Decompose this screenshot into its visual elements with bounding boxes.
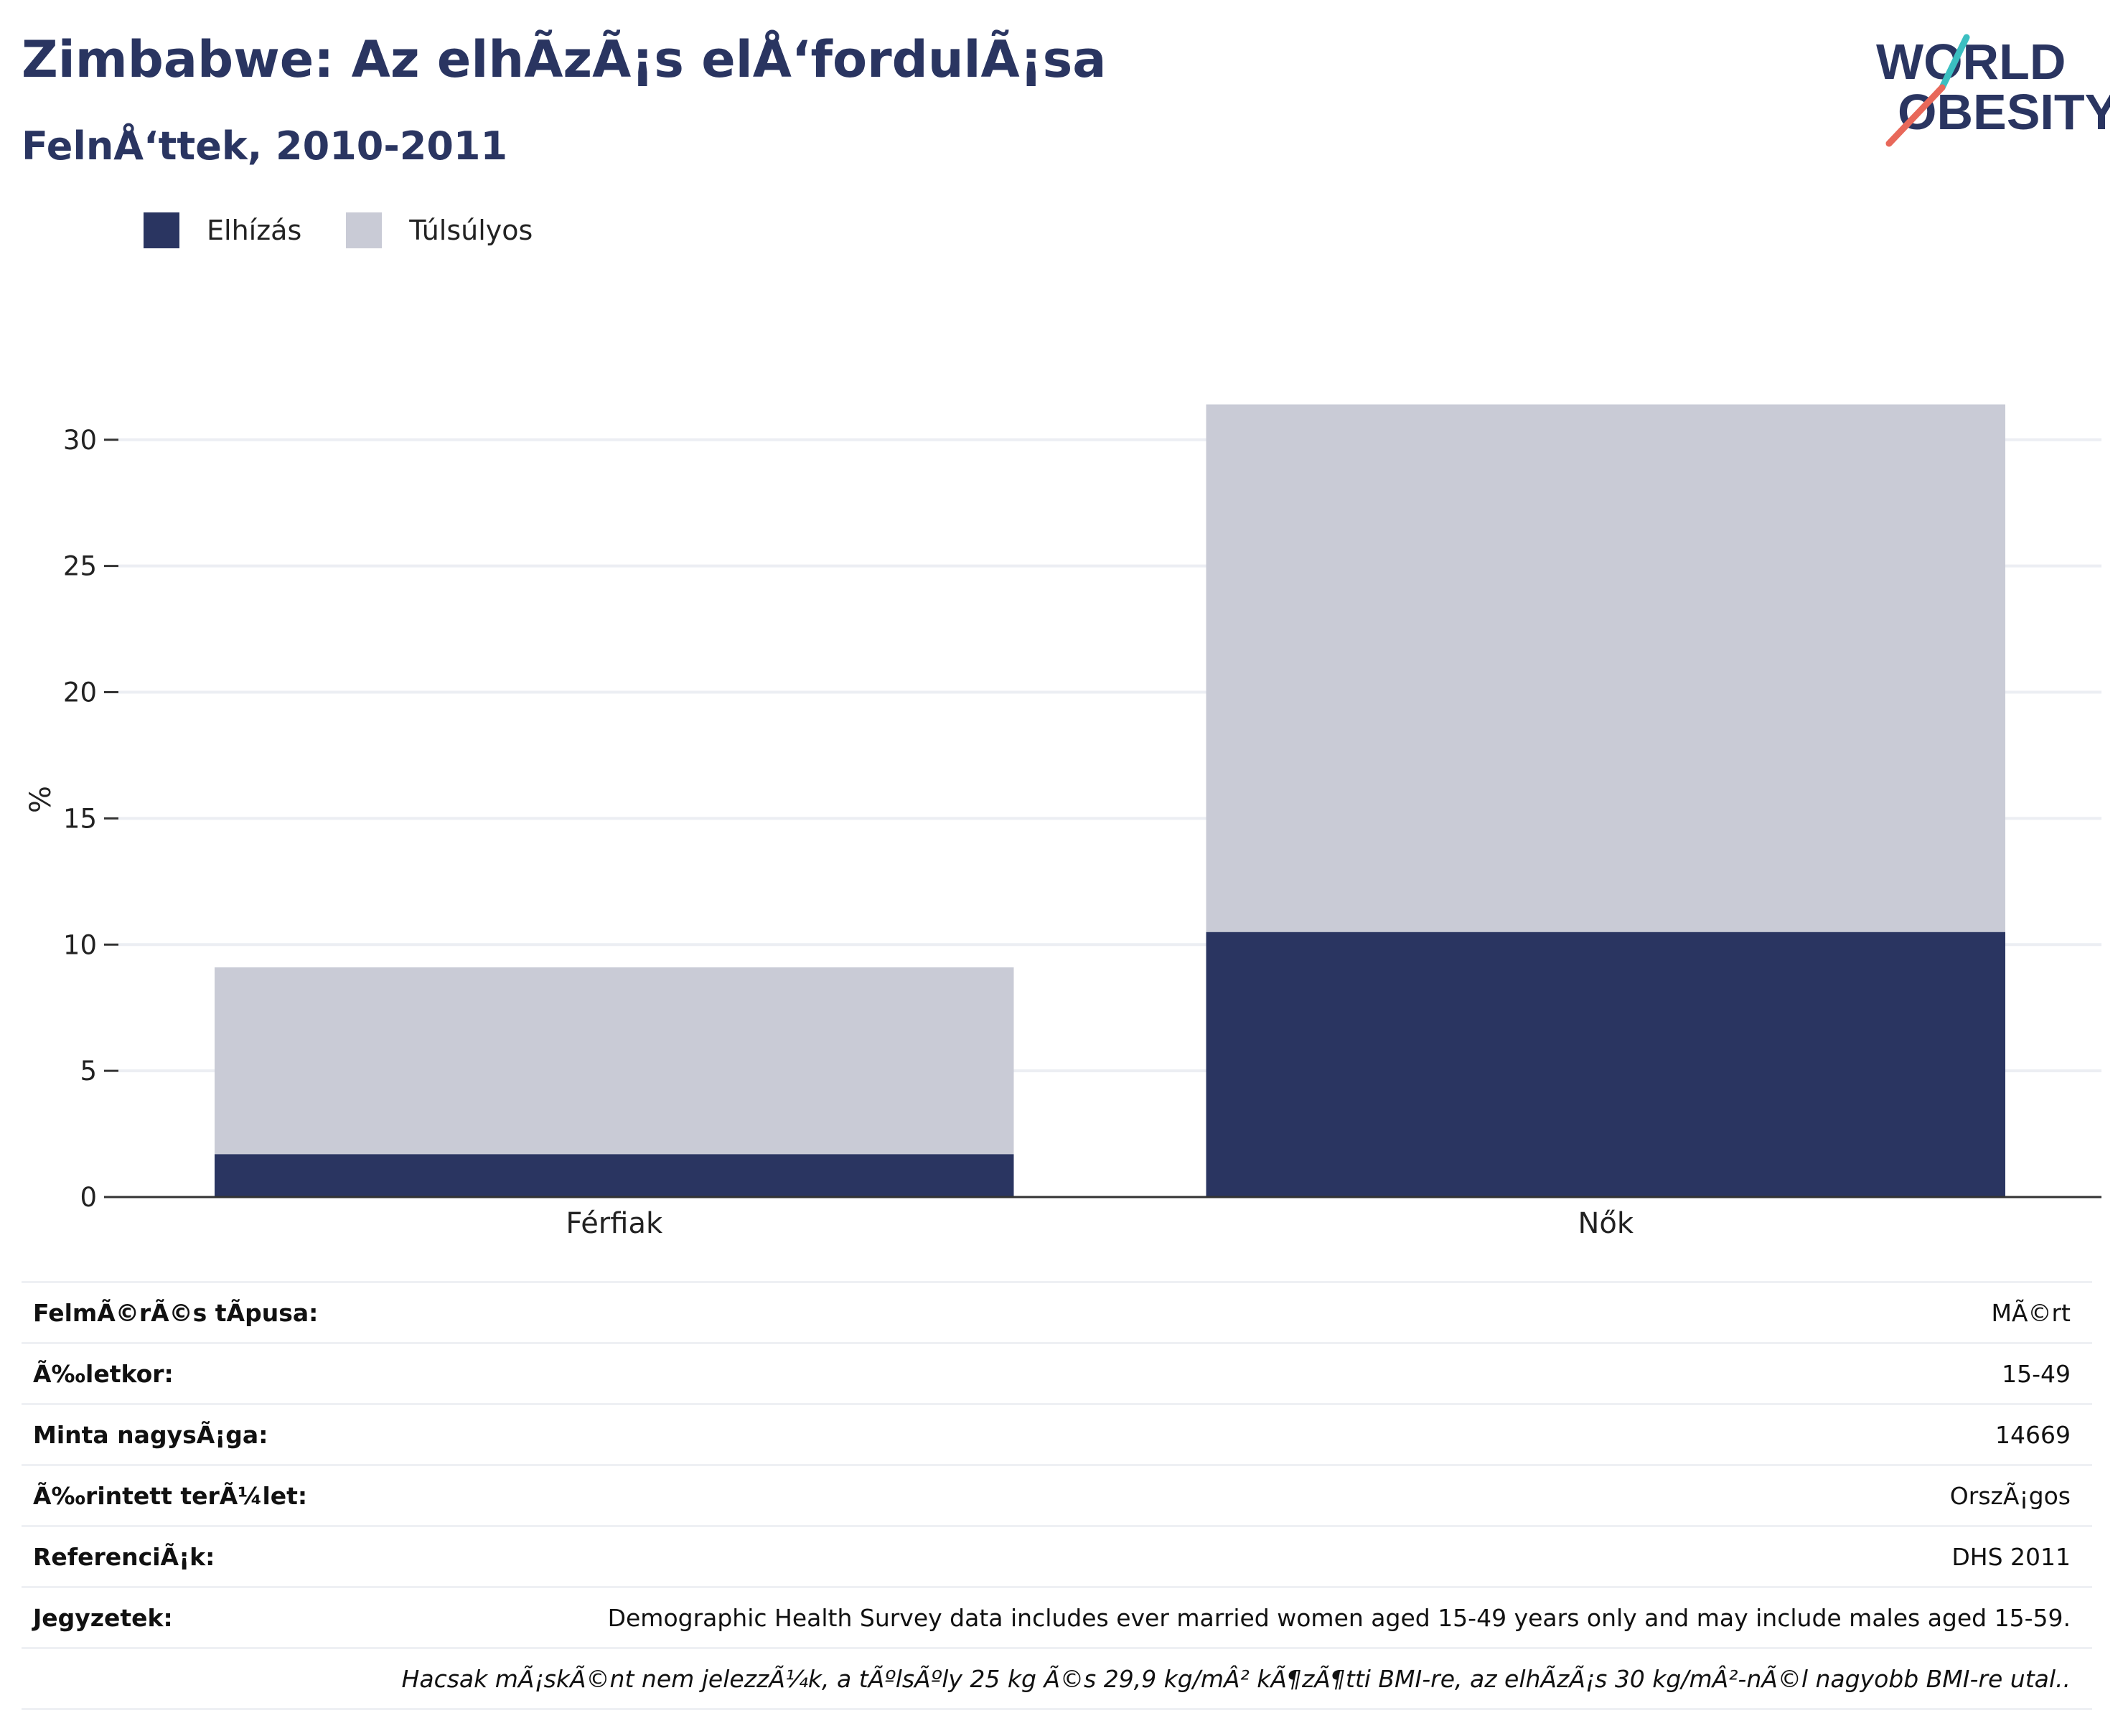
info-table: FelmÃ©rÃ©s tÃpusa: MÃ©rt Ã‰letkor: 15-49… xyxy=(22,1281,2092,1710)
info-row-survey-type: FelmÃ©rÃ©s tÃpusa: MÃ©rt xyxy=(22,1281,2092,1342)
info-row-notes: Jegyzetek: Demographic Health Survey dat… xyxy=(22,1586,2092,1647)
logo-slash-top xyxy=(1939,34,1970,91)
y-tick-label: 25 xyxy=(63,551,97,582)
y-tick-label: 10 xyxy=(63,929,97,960)
info-row-footnote: Hacsak mÃ¡skÃ©nt nem jelezzÃ¼k, a tÃºlsÃ… xyxy=(22,1647,2092,1710)
info-label: FelmÃ©rÃ©s tÃpusa: xyxy=(33,1298,319,1327)
info-label: Jegyzetek: xyxy=(33,1603,173,1632)
stacked-bar-chart: 0 5 10 15 20 25 30% Férfiak Nők xyxy=(24,404,2101,1240)
info-label: ReferenciÃ¡k: xyxy=(33,1542,215,1571)
info-label: Ã‰letkor: xyxy=(33,1359,174,1388)
legend-label-obesity: Elhízás xyxy=(207,215,302,246)
y-tick-label: 30 xyxy=(63,425,97,456)
y-tick-label: 5 xyxy=(80,1056,97,1087)
legend-swatch-obesity xyxy=(144,212,179,248)
info-footnote: Hacsak mÃ¡skÃ©nt nem jelezzÃ¼k, a tÃºlsÃ… xyxy=(401,1664,2071,1693)
info-row-age: Ã‰letkor: 15-49 xyxy=(22,1342,2092,1403)
info-label: Minta nagysÃ¡ga: xyxy=(33,1420,268,1449)
logo-line2: OBESITY xyxy=(1898,84,2110,140)
x-tick-label: Nők xyxy=(1578,1207,1634,1240)
info-value: Demographic Health Survey data includes … xyxy=(607,1603,2071,1632)
info-value: 14669 xyxy=(1995,1420,2071,1449)
legend-item-overweight[interactable]: Túlsúlyos xyxy=(346,212,533,248)
bar-overweight xyxy=(1206,404,2005,932)
info-value: DHS 2011 xyxy=(1951,1542,2071,1571)
chart-title: Zimbabwe: Az elhÃzÃ¡s elÅ‘fordulÃ¡sa xyxy=(22,30,1107,89)
bar-obesity xyxy=(1206,932,2005,1197)
info-row-sample-size: Minta nagysÃ¡ga: 14669 xyxy=(22,1403,2092,1464)
info-value: OrszÃ¡gos xyxy=(1949,1481,2071,1510)
legend-item-obesity[interactable]: Elhízás xyxy=(144,212,301,248)
y-axis-label: % xyxy=(24,786,57,813)
info-label: Ã‰rintett terÃ¼let: xyxy=(33,1481,308,1510)
logo-slash-bottom xyxy=(1885,84,1946,147)
chart-legend: Elhízás Túlsúlyos xyxy=(144,212,577,248)
logo-graphic: WORLD OBESITY xyxy=(1876,34,2118,147)
info-value: 15-49 xyxy=(2002,1359,2071,1388)
y-tick-label: 20 xyxy=(63,677,97,708)
logo-line1: WORLD xyxy=(1876,34,2066,90)
info-row-area: Ã‰rintett terÃ¼let: OrszÃ¡gos xyxy=(22,1464,2092,1525)
y-tick-label: 0 xyxy=(80,1182,97,1213)
world-obesity-logo: WORLD OBESITY xyxy=(1873,29,2118,151)
legend-swatch-overweight xyxy=(346,212,383,248)
bar-overweight xyxy=(215,967,1014,1155)
info-value: MÃ©rt xyxy=(1991,1298,2071,1327)
info-row-references: ReferenciÃ¡k: DHS 2011 xyxy=(22,1525,2092,1586)
y-tick-label: 15 xyxy=(63,803,97,834)
chart-subtitle: FelnÅ‘ttek, 2010-2011 xyxy=(22,123,508,169)
bar-obesity xyxy=(215,1154,1014,1197)
legend-label-overweight: Túlsúlyos xyxy=(409,215,533,246)
x-tick-label: Férfiak xyxy=(566,1207,663,1240)
